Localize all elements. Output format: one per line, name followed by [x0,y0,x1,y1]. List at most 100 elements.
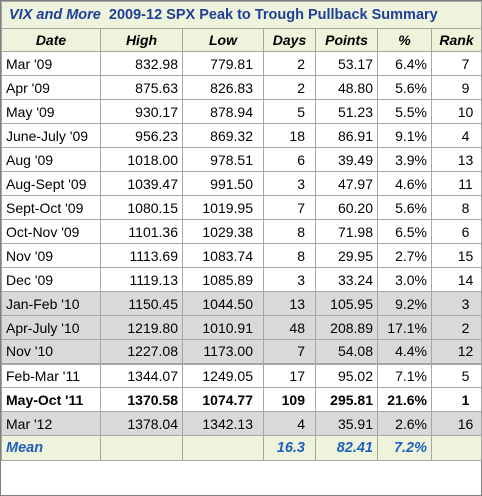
cell-high: 832.98 [100,51,183,76]
cell-days: 7 [263,195,316,220]
table-row: Aug '09 1018.00 978.51 6 39.49 3.9% 13 [1,147,482,172]
cell-days: 48 [263,315,316,340]
table-row: Sept-Oct '09 1080.15 1019.95 7 60.20 5.6% 8 [1,195,482,220]
header-points: Points [315,28,378,52]
cell-high: 1219.80 [100,315,183,340]
cell-low: 869.32 [182,123,264,148]
cell-percent: 4.6% [377,171,432,196]
cell-low: 826.83 [182,75,264,100]
cell-high: 1150.45 [100,291,183,316]
cell-low: 978.51 [182,147,264,172]
cell-low: 1083.74 [182,243,264,268]
cell-low: 878.94 [182,99,264,124]
header-high: High [100,28,183,52]
cell-date: June-July '09 [1,123,101,148]
cell-days: 2 [263,51,316,76]
cell-days: 6 [263,147,316,172]
mean-percent: 7.2% [377,435,432,461]
header-rank: Rank [430,28,482,52]
cell-days: 13 [263,291,316,316]
table-title: VIX and More 2009-12 SPX Peak to Trough … [0,1,482,29]
cell-points: 208.89 [315,315,378,340]
cell-percent: 5.5% [377,99,432,124]
cell-high: 1080.15 [100,195,183,220]
cell-high: 875.63 [100,75,183,100]
cell-low: 1173.00 [182,339,264,364]
cell-percent: 9.1% [377,123,432,148]
cell-rank: 10 [430,99,482,124]
cell-percent: 5.6% [377,195,432,220]
cell-rank: 9 [430,75,482,100]
cell-rank: 14 [430,267,482,292]
table-row: Mar '12 1378.04 1342.13 4 35.91 2.6% 16 [1,411,482,436]
cell-date: Apr-July '10 [1,315,101,340]
cell-low: 1019.95 [182,195,264,220]
cell-days: 18 [263,123,316,148]
cell-points: 60.20 [315,195,378,220]
header-percent: % [377,28,432,52]
table-row: Nov '10 1227.08 1173.00 7 54.08 4.4% 12 [1,339,482,364]
table-row: Aug-Sept '09 1039.47 991.50 3 47.97 4.6% 11 [1,171,482,196]
cell-low: 1085.89 [182,267,264,292]
title-row: VIX and More 2009-12 SPX Peak to Trough … [0,1,482,29]
cell-days: 3 [263,171,316,196]
cell-points: 71.98 [315,219,378,244]
cell-high: 1227.08 [100,339,183,364]
cell-percent: 2.7% [377,243,432,268]
cell-percent: 5.6% [377,75,432,100]
table-row: Dec '09 1119.13 1085.89 3 33.24 3.0% 14 [1,267,482,292]
cell-date: May '09 [1,99,101,124]
table-row: Nov '09 1113.69 1083.74 8 29.95 2.7% 15 [1,243,482,268]
cell-days: 3 [263,267,316,292]
cell-percent: 6.5% [377,219,432,244]
mean-empty-high [100,435,183,461]
cell-rank: 1 [430,387,482,412]
cell-points: 86.91 [315,123,378,148]
cell-points: 295.81 [315,387,378,412]
mean-label: Mean [1,435,101,461]
cell-rank: 7 [430,51,482,76]
header-days: Days [263,28,316,52]
cell-percent: 4.4% [377,339,432,364]
cell-rank: 6 [430,219,482,244]
cell-days: 109 [263,387,316,412]
cell-date: Nov '10 [1,339,101,364]
cell-date: Feb-Mar '11 [1,363,101,388]
cell-date: Mar '12 [1,411,101,436]
cell-low: 779.81 [182,51,264,76]
cell-low: 1342.13 [182,411,264,436]
cell-high: 1039.47 [100,171,183,196]
table-row: May '09 930.17 878.94 5 51.23 5.5% 10 [1,99,482,124]
cell-percent: 21.6% [377,387,432,412]
cell-date: Jan-Feb '10 [1,291,101,316]
cell-high: 1018.00 [100,147,183,172]
cell-rank: 15 [430,243,482,268]
mean-empty-rank [430,435,482,461]
cell-low: 1029.38 [182,219,264,244]
cell-high: 1370.58 [100,387,183,412]
cell-days: 5 [263,99,316,124]
cell-low: 1010.91 [182,315,264,340]
cell-points: 35.91 [315,411,378,436]
cell-rank: 3 [430,291,482,316]
cell-days: 2 [263,75,316,100]
cell-high: 956.23 [100,123,183,148]
cell-high: 1101.36 [100,219,183,244]
cell-rank: 5 [430,363,482,388]
cell-rank: 16 [430,411,482,436]
cell-low: 991.50 [182,171,264,196]
cell-date: Oct-Nov '09 [1,219,101,244]
cell-date: Nov '09 [1,243,101,268]
cell-days: 8 [263,243,316,268]
header-row: Date High Low Days Points % Rank [1,28,482,52]
table-row: Apr-July '10 1219.80 1010.91 48 208.89 17.1% 2 [1,315,482,340]
cell-points: 95.02 [315,363,378,388]
cell-percent: 2.6% [377,411,432,436]
cell-percent: 17.1% [377,315,432,340]
cell-date: Dec '09 [1,267,101,292]
cell-days: 17 [263,363,316,388]
cell-days: 8 [263,219,316,244]
cell-rank: 4 [430,123,482,148]
cell-low: 1074.77 [182,387,264,412]
